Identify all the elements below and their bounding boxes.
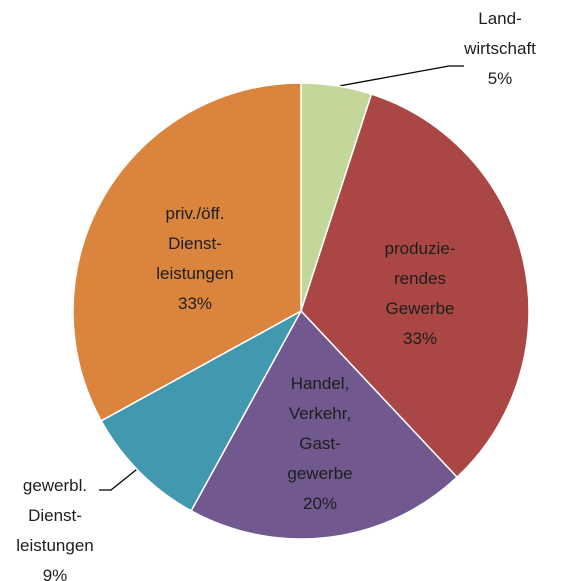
pie-slice [300, 93, 530, 479]
pie-slice [72, 82, 302, 422]
pie-slice [100, 309, 303, 512]
slice-label: Land-wirtschaft [463, 9, 536, 58]
leader-line [99, 465, 142, 491]
value-label: 33% [178, 294, 212, 313]
slice-label: produzie-rendes Gewerbe [385, 239, 456, 318]
slice-label: priv./öff. Dienst-leistungen [156, 204, 234, 283]
leader-line [338, 65, 464, 87]
value-label: 20% [303, 494, 337, 513]
value-label: 5% [488, 69, 513, 88]
value-label: 9% [43, 566, 68, 581]
value-label: 33% [403, 329, 437, 348]
slice-label: gewerbl. Dienst-leistungen [16, 476, 94, 555]
slice-label: Handel, Verkehr, Gast-gewerbe [287, 374, 352, 483]
pie-slice [190, 309, 459, 540]
